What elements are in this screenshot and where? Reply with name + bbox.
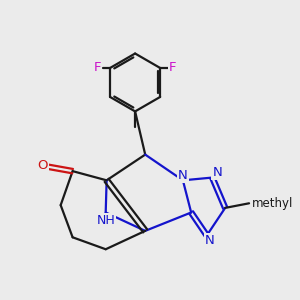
Text: F: F: [94, 61, 101, 74]
Text: O: O: [38, 159, 48, 172]
Text: NH: NH: [96, 214, 115, 227]
Text: N: N: [205, 234, 214, 247]
Text: F: F: [169, 61, 176, 74]
Text: N: N: [178, 169, 188, 182]
Text: N: N: [212, 166, 222, 179]
Text: methyl: methyl: [252, 197, 294, 210]
